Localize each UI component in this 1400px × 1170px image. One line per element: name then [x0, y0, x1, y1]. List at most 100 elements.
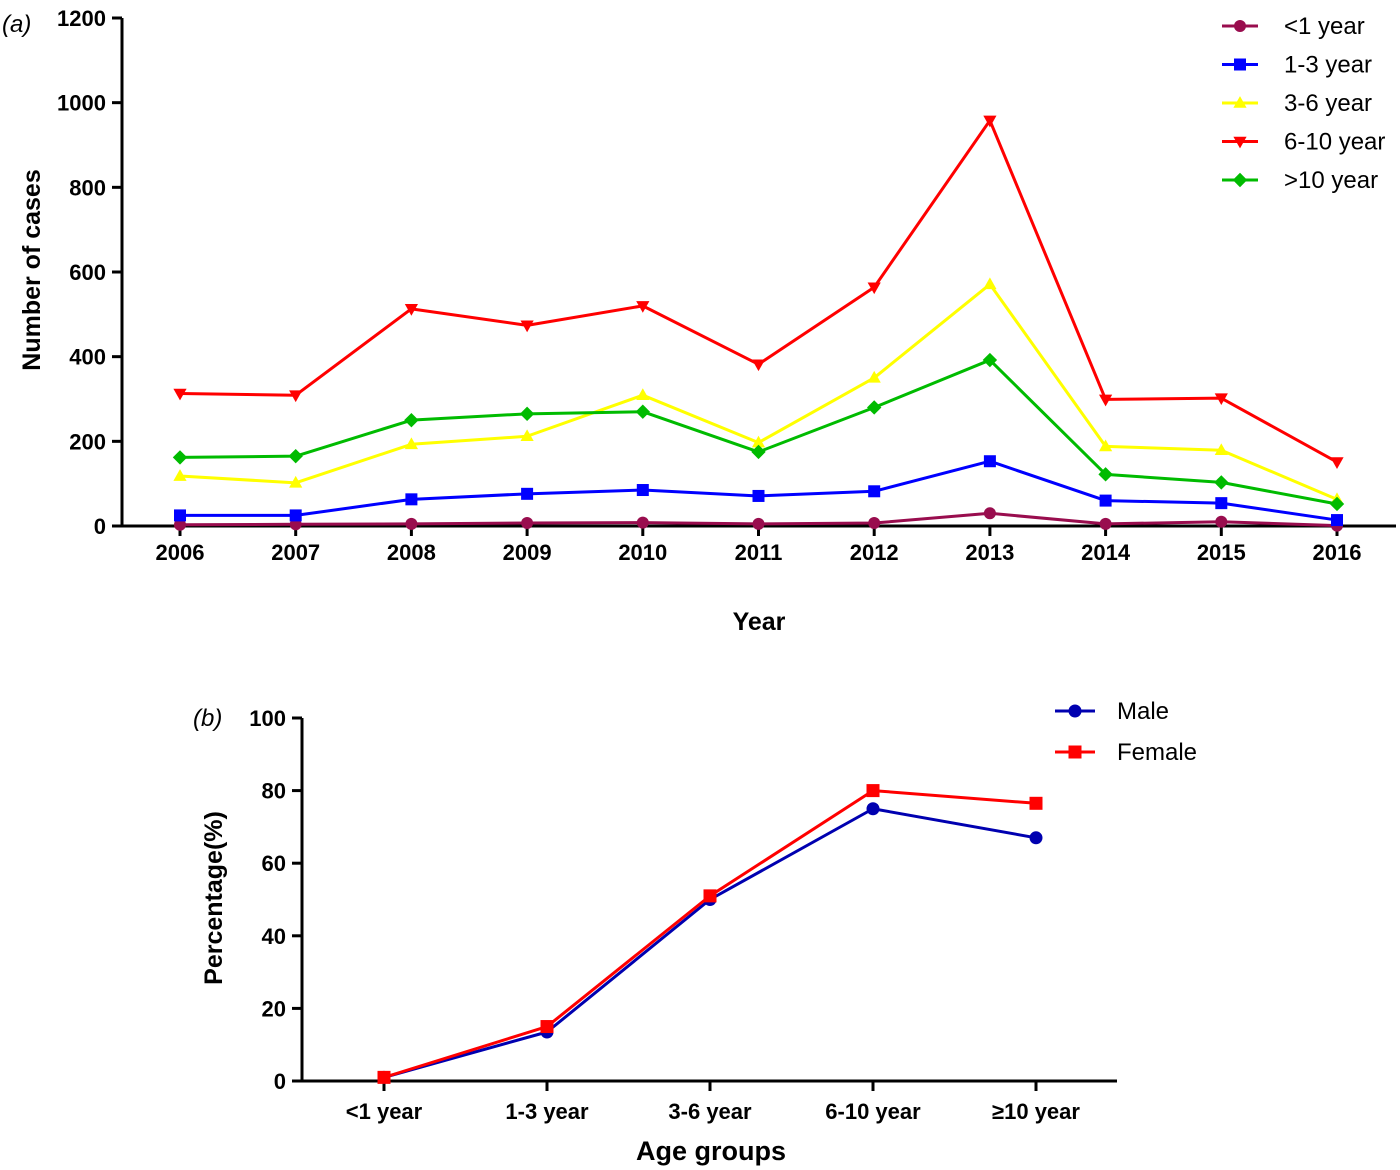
data-point	[540, 1020, 554, 1034]
data-point	[867, 370, 881, 383]
data-point	[752, 517, 765, 530]
legend-marker	[1068, 745, 1082, 759]
y-axis-title-b: Percentage(%)	[200, 811, 228, 985]
data-point	[173, 388, 187, 401]
y-tick-label: 600	[69, 260, 106, 285]
legend-item-male: Male	[1055, 698, 1169, 725]
legend-label: Female	[1117, 739, 1197, 766]
legend-label: 1-3 year	[1284, 52, 1372, 79]
x-tick-label: 2011	[735, 540, 783, 565]
chart-panel-b: (b) 0 20 40 60 80 100 <1 year 1-3 year 3-6 year…	[193, 698, 1197, 1166]
data-point	[983, 455, 996, 468]
data-point	[1330, 457, 1344, 469]
legend-marker	[1233, 96, 1247, 108]
data-point	[1099, 394, 1113, 407]
data-point	[174, 509, 186, 522]
legend-marker	[1234, 58, 1246, 71]
data-point	[1215, 497, 1228, 510]
x-tick-label: ≥10 year	[992, 1099, 1080, 1124]
legend-label: >10 year	[1284, 167, 1378, 194]
legend-marker	[1232, 172, 1248, 188]
data-point	[751, 359, 766, 372]
data-point	[404, 437, 418, 450]
x-tick-label: 2006	[156, 540, 205, 565]
y-tick-label: 20	[262, 996, 286, 1021]
y-axis-a: 0 200 400 600 800 1000 1200	[57, 6, 124, 539]
legend-b: Male Female	[1055, 698, 1197, 766]
legend-item-6-10-year: 6-10 year	[1222, 129, 1385, 156]
data-point	[520, 320, 534, 333]
legend-item-gt-10-year: >10 year	[1222, 167, 1378, 194]
y-axis-b: 0 20 40 60 80 100	[249, 706, 304, 1094]
data-point	[405, 493, 418, 506]
data-point	[405, 517, 418, 530]
x-tick-label: 2007	[271, 540, 320, 565]
legend-item-lt-1-year: <1 year	[1222, 13, 1365, 40]
data-point	[636, 516, 649, 529]
data-point	[174, 518, 186, 531]
y-tick-label: 1200	[57, 6, 106, 31]
legend-marker	[1234, 20, 1246, 32]
panel-label-b: (b)	[193, 705, 222, 732]
legend-item-female: Female	[1055, 739, 1197, 766]
y-tick-label: 400	[69, 345, 106, 370]
data-point	[1215, 515, 1228, 528]
legend-marker	[1233, 136, 1247, 149]
series-6-10-year	[173, 115, 1344, 469]
data-point	[520, 429, 534, 442]
series-male	[377, 802, 1043, 1084]
data-point	[1331, 514, 1343, 527]
series-line-female	[383, 789, 1037, 1079]
series-line-3-6-year	[179, 282, 1338, 501]
legend-label: 3-6 year	[1284, 90, 1372, 117]
data-point	[866, 802, 880, 816]
data-point	[288, 448, 303, 464]
series-line-male	[383, 807, 1037, 1079]
x-tick-label: 2014	[1081, 540, 1131, 565]
data-point	[404, 412, 419, 428]
data-point	[868, 517, 881, 530]
series-gt-10-year	[172, 352, 1345, 512]
data-point	[289, 509, 302, 522]
data-point	[1098, 467, 1113, 482]
data-point	[1329, 496, 1345, 512]
y-tick-label: 60	[262, 851, 286, 876]
x-axis-title-a: Year	[733, 608, 786, 636]
data-point	[983, 277, 997, 290]
data-point	[172, 450, 188, 465]
series-female	[377, 784, 1043, 1084]
series-line-gt-10-year	[179, 358, 1338, 506]
x-tick-label: 2012	[850, 540, 899, 565]
data-point	[751, 435, 766, 448]
x-tick-label: 2016	[1313, 540, 1362, 565]
x-tick-label: 2010	[618, 540, 667, 565]
legend-item-1-3-year: 1-3 year	[1222, 52, 1372, 79]
y-tick-label: 800	[69, 175, 106, 200]
data-point	[1029, 796, 1043, 810]
x-tick-label: <1 year	[346, 1099, 423, 1124]
data-point	[519, 406, 535, 422]
y-tick-label: 100	[249, 706, 286, 731]
data-point	[867, 400, 882, 415]
data-point	[521, 517, 534, 530]
series-line-6-10-year	[179, 118, 1338, 464]
data-point	[752, 489, 765, 502]
data-point	[404, 304, 418, 316]
y-axis-title-a: Number of cases	[18, 169, 46, 370]
legend-a: <1 year 1-3 year 3-6 year 6-10 year >10 year	[1222, 13, 1385, 194]
x-axis-title-b: Age groups	[636, 1136, 786, 1166]
x-tick-label: 1-3 year	[505, 1099, 589, 1124]
panel-label-a: (a)	[2, 11, 31, 38]
series-group-b	[377, 784, 1043, 1084]
data-point	[983, 115, 997, 128]
data-point	[1214, 475, 1229, 490]
x-tick-label: 2015	[1197, 540, 1246, 565]
data-point	[703, 889, 717, 903]
x-tick-label: 6-10 year	[825, 1099, 921, 1124]
legend-item-3-6-year: 3-6 year	[1222, 90, 1372, 117]
data-point	[635, 404, 650, 419]
series-1-3-year	[174, 455, 1343, 527]
data-point	[289, 475, 303, 488]
data-point	[751, 444, 766, 460]
